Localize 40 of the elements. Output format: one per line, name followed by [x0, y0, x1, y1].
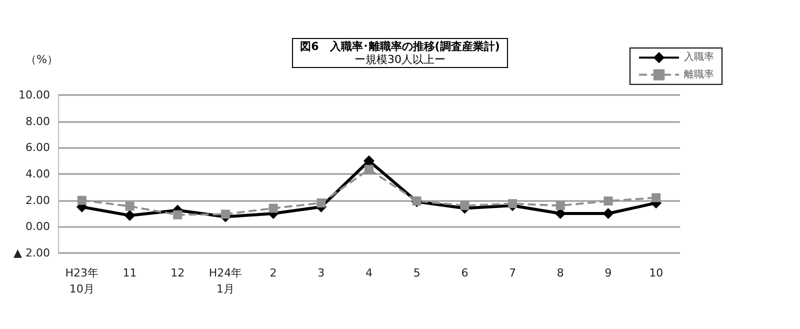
x-tick-label: 6 [461, 266, 468, 280]
point [652, 193, 661, 202]
x-tick-label: 9 [604, 266, 612, 280]
x-tick-label: 3 [318, 266, 325, 280]
y-tick-label: 4.00 [26, 168, 50, 180]
point [173, 210, 182, 220]
point [364, 164, 374, 174]
x-tick-label: H24年 1月 [208, 266, 242, 296]
point [364, 155, 374, 166]
y-tick-label: 6.00 [26, 141, 50, 154]
point [124, 210, 136, 221]
legend-label: 離職率 [684, 68, 714, 80]
point [460, 201, 470, 210]
point [604, 196, 613, 206]
x-tick-label: 10 [649, 266, 664, 280]
point [556, 201, 565, 210]
y-tick-label: 10.00 [18, 88, 50, 102]
point [602, 208, 614, 219]
point [268, 204, 278, 213]
x-tick-label: 5 [413, 266, 420, 280]
x-tick-label: 8 [556, 266, 564, 280]
y-tick-label: 2.00 [26, 194, 50, 207]
y-tick-label: 0.00 [26, 220, 50, 234]
chart-subtitle: ー規模30人以上ー [354, 53, 446, 66]
x-tick-label: 2 [270, 266, 277, 280]
point [508, 199, 518, 208]
x-tick-label: 7 [509, 266, 516, 280]
x-tick-label: 4 [366, 266, 372, 280]
chart-title: 図6 入職率･離職率の推移(調査産業計) [300, 40, 500, 53]
y-tick-label: 8.00 [26, 114, 50, 128]
point [125, 202, 134, 211]
x-tick-label: 12 [170, 266, 185, 280]
point [77, 196, 86, 205]
point [220, 210, 230, 219]
x-tick-label: 11 [122, 266, 137, 280]
point [316, 198, 326, 208]
y-tick-label: ▲ 2.00 [14, 246, 50, 260]
x-tick-label: H23年 10月 [65, 266, 99, 296]
legend-label: 入職率 [684, 51, 714, 64]
y-axis-title: （%） [26, 53, 58, 66]
